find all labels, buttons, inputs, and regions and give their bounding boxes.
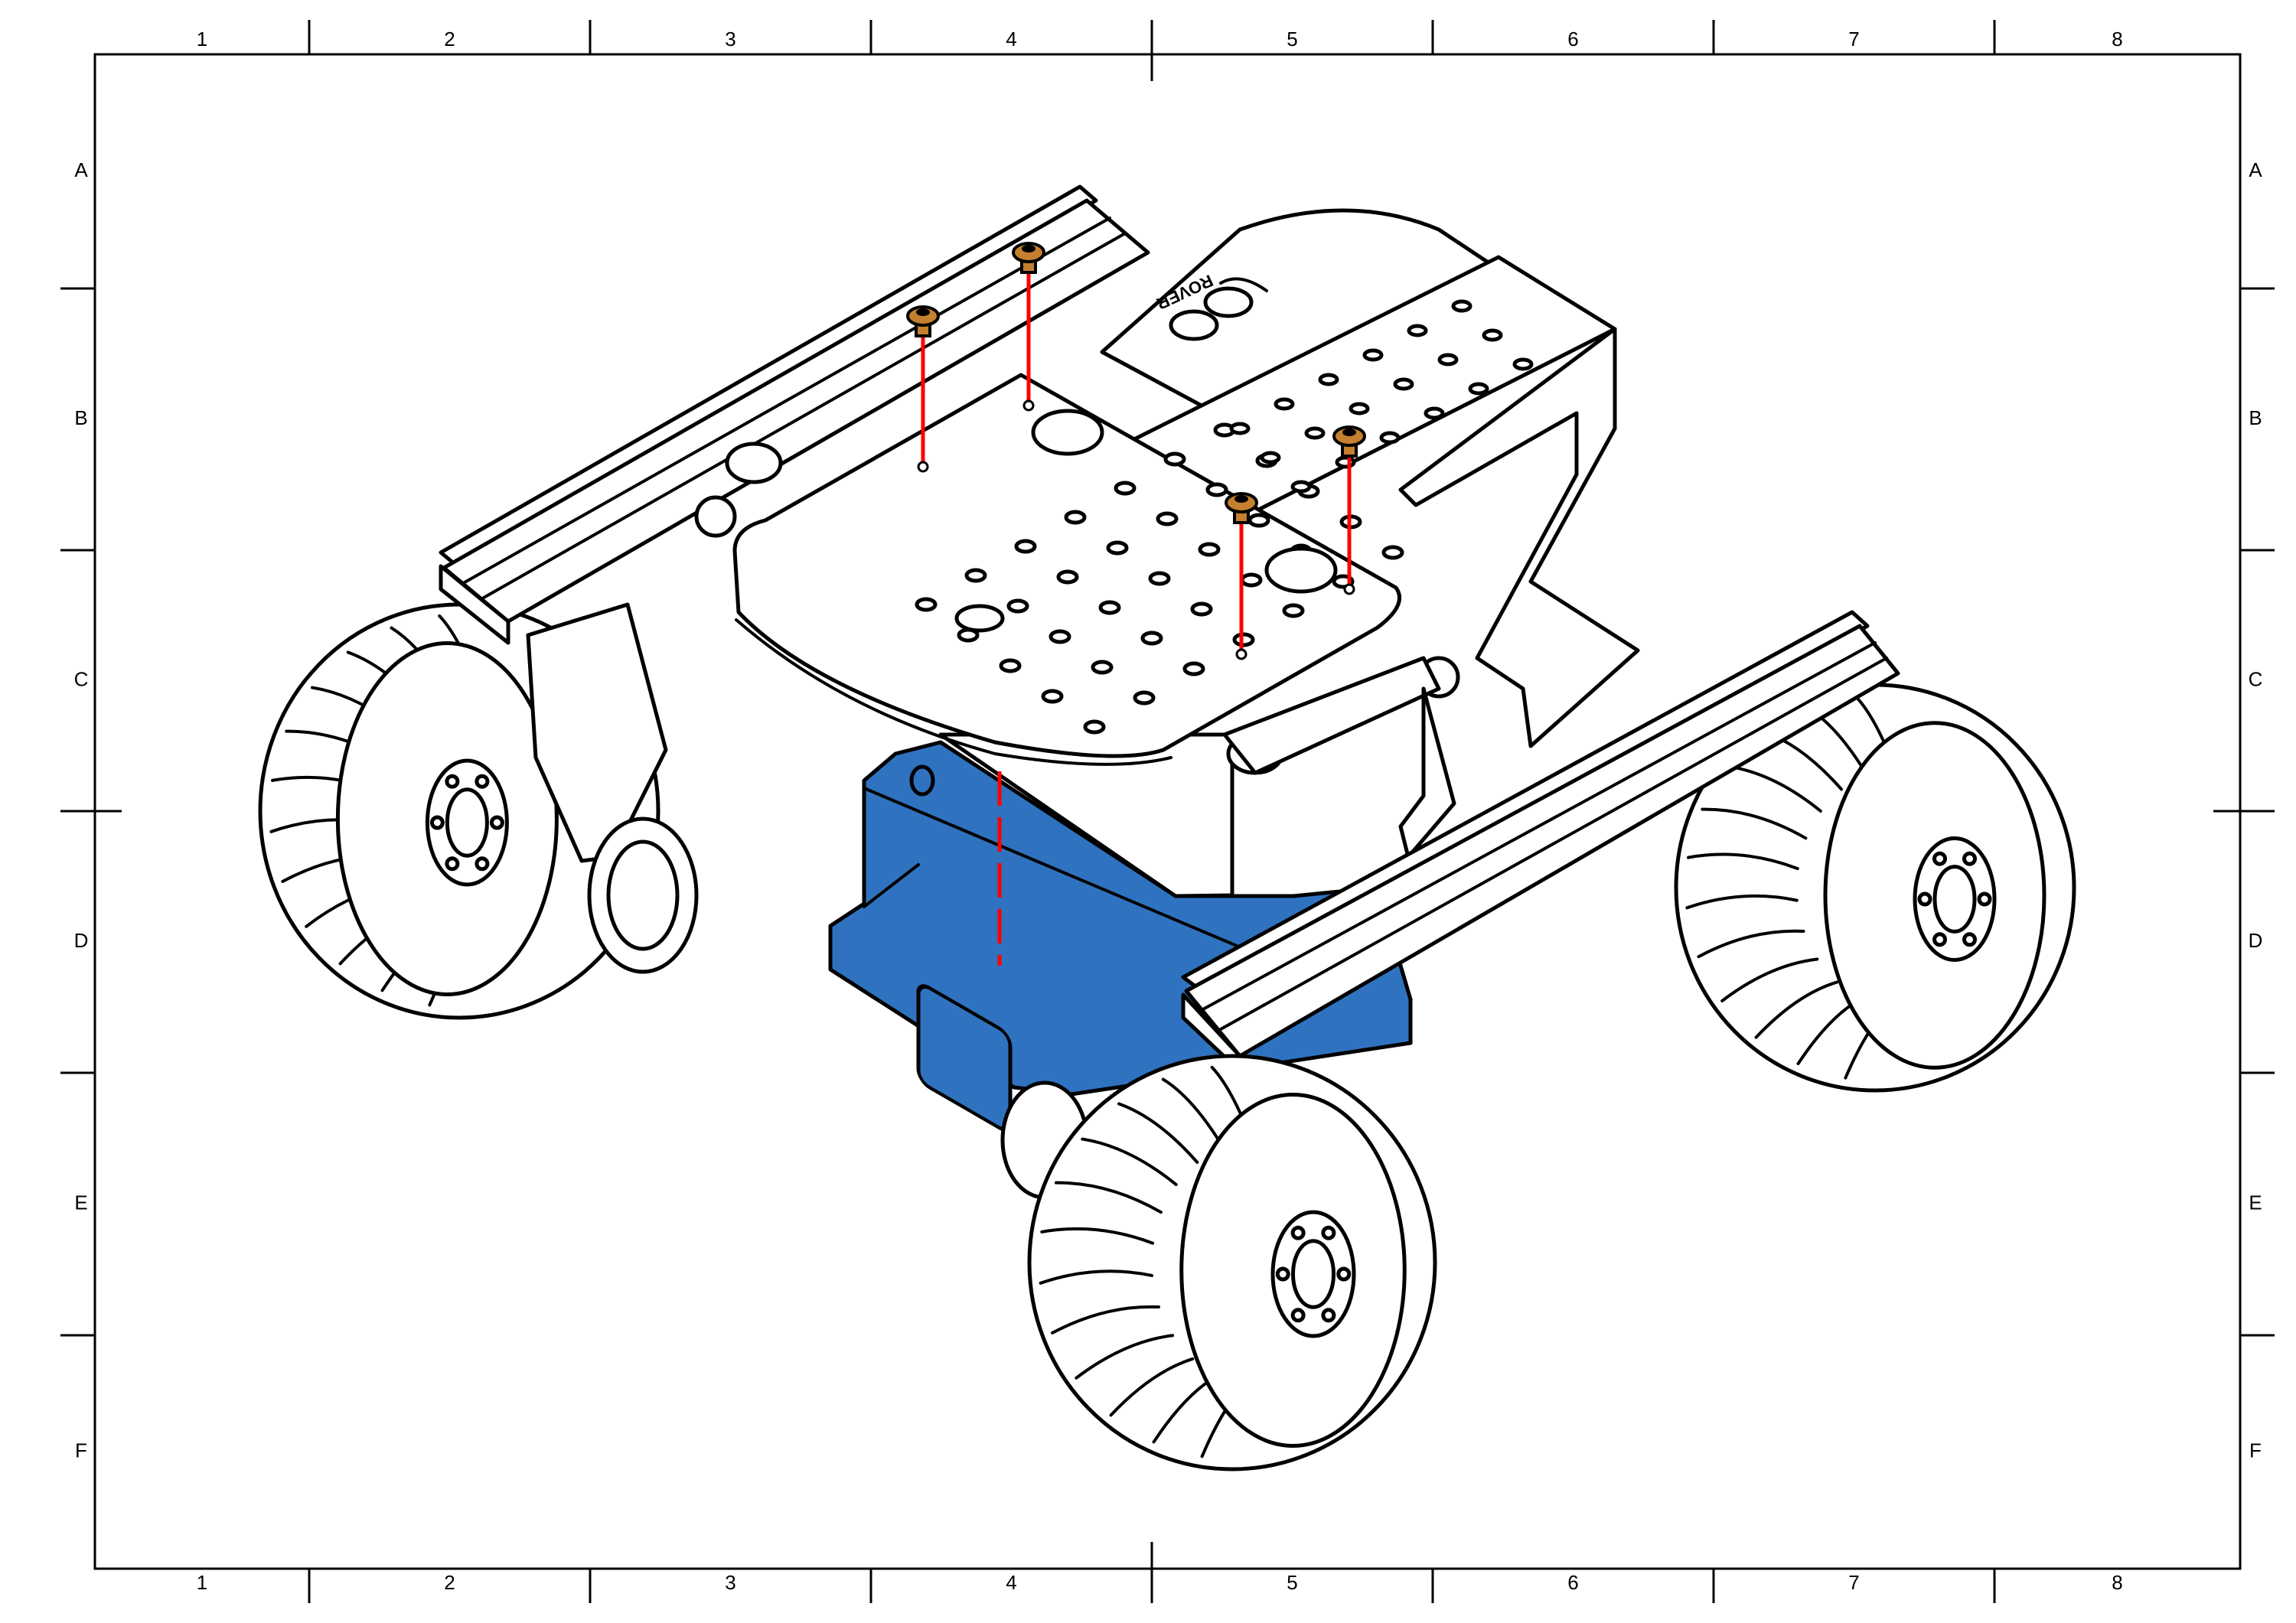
row-label: C (2249, 667, 2263, 690)
row-label: F (2249, 1439, 2262, 1462)
column-label: 5 (1287, 28, 1297, 51)
column-label: 2 (444, 28, 455, 51)
battery-connector (916, 984, 1013, 1132)
screw (1332, 425, 1366, 458)
column-label: 2 (444, 1571, 455, 1594)
extrusion-rail-left (439, 184, 1150, 645)
row-label: A (2249, 158, 2262, 181)
wheel-rear-right (1674, 683, 2076, 1093)
screws (906, 242, 1366, 660)
top-mounting-plate (732, 373, 1401, 758)
column-label: 3 (725, 1571, 735, 1594)
column-label: 4 (1006, 1571, 1016, 1594)
column-label: 7 (1848, 1571, 1859, 1594)
pivot-links (694, 442, 1460, 859)
rear-bracket-side (1398, 327, 1640, 748)
row-label: E (74, 1191, 87, 1214)
logo-plate (1100, 208, 1533, 461)
row-label: F (75, 1439, 87, 1462)
wheel-front-right (1027, 1054, 1437, 1471)
column-label: 3 (725, 28, 735, 51)
extrusion-rail-right (1181, 610, 1900, 1074)
column-label: 6 (1567, 1571, 1578, 1594)
row-label: B (2249, 406, 2262, 429)
rover-assembly: ROVER (258, 184, 2076, 1471)
column-label: 1 (197, 1571, 207, 1594)
row-label: D (2249, 929, 2263, 952)
column-label: 1 (197, 28, 207, 51)
row-label: C (74, 667, 89, 690)
row-label: A (74, 158, 88, 181)
column-label: 7 (1848, 28, 1859, 51)
row-label: B (74, 406, 87, 429)
column-label: 4 (1006, 28, 1016, 51)
column-label: 6 (1567, 28, 1578, 51)
column-label: 5 (1287, 1571, 1297, 1594)
column-label: 8 (2112, 28, 2122, 51)
sheet-frame: 1 1 2 2 3 3 4 4 5 5 6 6 7 7 8 8 A A B B C C D D E E F F (60, 20, 2275, 1603)
screw (1012, 242, 1045, 274)
screw (1225, 492, 1258, 524)
row-label: D (74, 929, 89, 952)
row-label: E (2249, 1191, 2262, 1214)
screw (906, 305, 940, 337)
plate-holes (915, 299, 1534, 735)
column-label: 8 (2112, 1571, 2122, 1594)
